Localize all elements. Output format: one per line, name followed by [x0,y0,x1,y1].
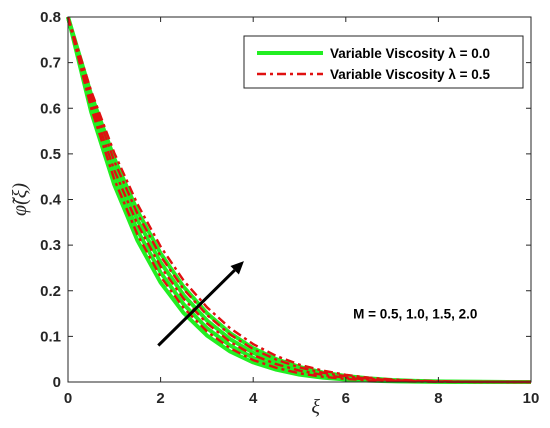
y-tick-label: 0.8 [40,9,61,26]
x-tick-label: 8 [434,390,442,407]
series-line-lambda05-m2 [66,16,532,384]
y-axis-label: φ̃(ξ) [9,183,31,216]
y-tick-label: 0.1 [40,328,61,345]
y-axis: 0 0.1 0.2 0.3 0.4 0.5 0.6 0.7 0.8 [40,9,531,391]
x-axis: 0 2 4 6 8 10 [64,17,540,407]
legend-box [243,35,524,89]
arrow-shaft [157,269,236,347]
y-tick-label: 0.7 [40,55,61,72]
y-tick-label: 0.3 [40,237,61,254]
legend-label-lambda0: Variable Viscosity λ = 0.0 [330,46,490,61]
annotation-label: M = 0.5, 1.0, 1.5, 2.0 [353,307,477,322]
y-tick-label: 0.5 [40,146,61,163]
y-tick-label: 0.4 [40,192,62,209]
y-tick-label: 0.2 [40,283,61,300]
arrow-head [230,261,244,275]
y-tick-label: 0 [53,374,61,391]
x-tick-label: 2 [156,390,164,407]
x-tick-label: 0 [64,390,72,407]
annotation-layer: M = 0.5, 1.0, 1.5, 2.0 [157,261,477,347]
x-tick-label: 6 [342,390,350,407]
x-tick-label: 10 [523,390,540,407]
legend: Variable Viscosity λ = 0.0 Variable Visco… [243,35,524,89]
x-tick-label: 4 [249,390,258,407]
y-tick-label: 0.6 [40,100,61,117]
x-axis-label: ξ [311,396,320,418]
legend-label-lambda05: Variable Viscosity λ = 0.5 [330,67,490,82]
